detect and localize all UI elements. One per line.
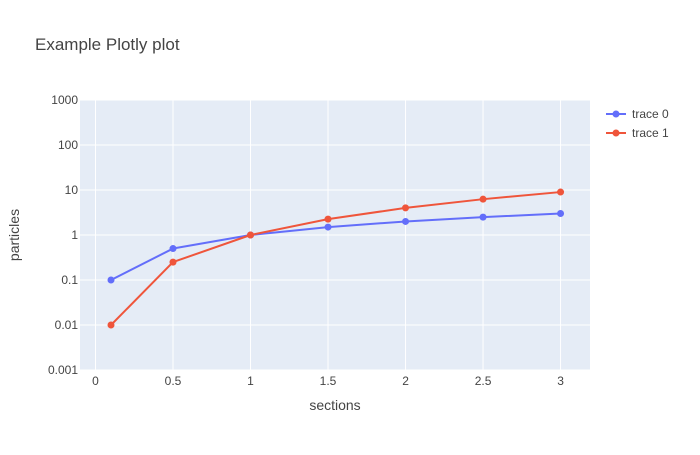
- grid-layer: [80, 99, 590, 371]
- series-0-point: [107, 276, 115, 284]
- legend-item-1[interactable]: trace 1: [606, 126, 669, 140]
- series-0-point: [169, 245, 177, 253]
- series-0-point: [324, 223, 332, 231]
- y-tick-label: 0.01: [55, 318, 79, 332]
- series-1-point: [107, 321, 115, 329]
- series-1-point: [169, 258, 177, 266]
- x-tick-label: 2: [402, 374, 409, 388]
- y-tick-label: 100: [58, 138, 78, 152]
- x-tick-label: 0.5: [165, 374, 182, 388]
- legend-item-0[interactable]: trace 0: [606, 107, 669, 121]
- legend[interactable]: trace 0 trace 1: [606, 107, 669, 140]
- x-tick-label: 2.5: [475, 374, 492, 388]
- series-0-point: [402, 217, 410, 225]
- chart-title: Example Plotly plot: [35, 35, 180, 54]
- series-0-point: [557, 210, 565, 218]
- x-tick-label: 3: [557, 374, 564, 388]
- legend-swatch-marker: [612, 110, 620, 118]
- y-tick-label: 0.001: [48, 363, 78, 377]
- x-axis-title: sections: [309, 397, 360, 413]
- series-1-point: [557, 188, 565, 196]
- legend-label: trace 0: [632, 107, 669, 121]
- x-tick-label: 1.5: [320, 374, 337, 388]
- y-tick-label: 1000: [51, 93, 78, 107]
- y-tick-label: 10: [65, 183, 79, 197]
- y-tick-label: 1: [71, 228, 78, 242]
- series-1-point: [402, 204, 410, 212]
- y-axis-title: particles: [6, 209, 22, 261]
- series-1-point: [247, 231, 255, 239]
- series-1-point: [324, 215, 332, 223]
- legend-label: trace 1: [632, 126, 669, 140]
- series-0-point: [479, 213, 487, 221]
- legend-swatch-marker: [612, 129, 620, 137]
- series-layer: [107, 188, 565, 329]
- tick-label-layer: 0 0.5 1 1.5 2 2.5 3 0.001 0.01 0.1 1 10 100 1000: [48, 93, 564, 388]
- y-tick-label: 0.1: [61, 273, 78, 287]
- x-tick-label: 0: [92, 374, 99, 388]
- x-tick-label: 1: [247, 374, 254, 388]
- series-1-point: [479, 195, 487, 203]
